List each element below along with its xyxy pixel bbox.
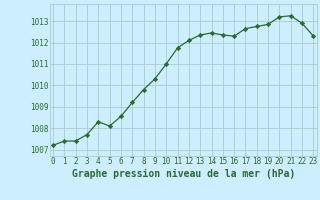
X-axis label: Graphe pression niveau de la mer (hPa): Graphe pression niveau de la mer (hPa) — [72, 169, 295, 179]
